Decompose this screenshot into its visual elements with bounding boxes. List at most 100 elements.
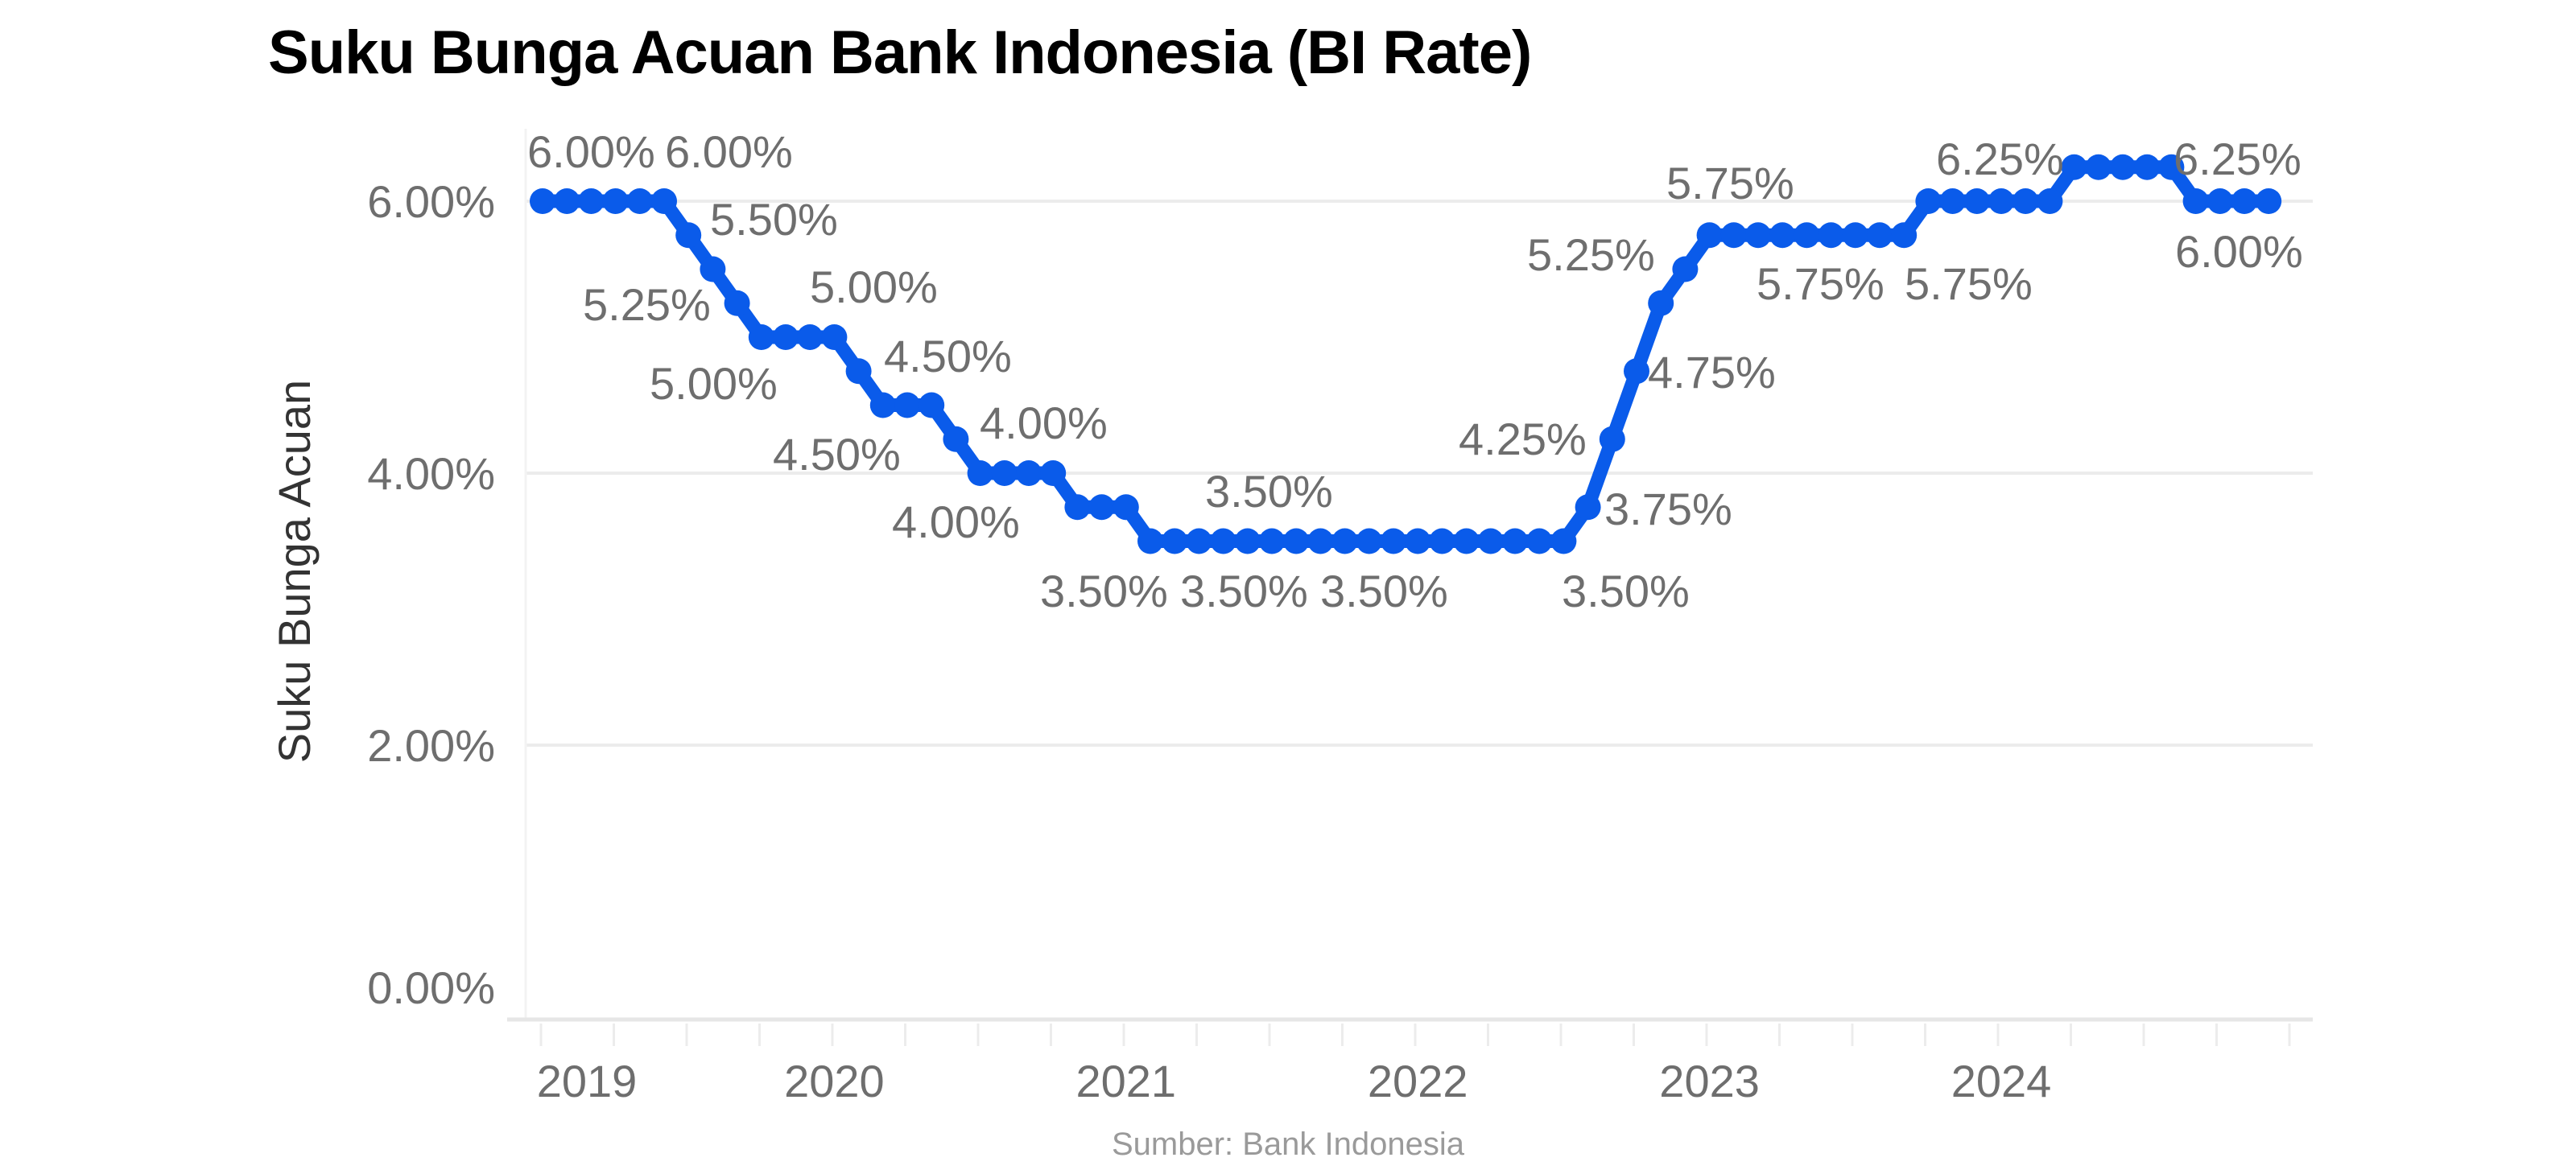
data-point: [1453, 528, 1480, 554]
data-point: [1745, 222, 1771, 249]
x-axis: 2019 2020 2021 2022 2023 2024: [537, 1024, 2291, 1106]
data-point: [554, 188, 580, 214]
data-point: [967, 460, 993, 486]
data-point: [1794, 222, 1820, 249]
data-point: [2158, 154, 2185, 180]
data-label: 6.00%: [527, 126, 655, 177]
data-point: [2085, 154, 2112, 180]
data-point: [1502, 528, 1528, 554]
data-label: 5.50%: [710, 194, 838, 245]
data-point: [626, 188, 653, 214]
data-point: [991, 460, 1018, 486]
source-note: Sumber: Bank Indonesia: [0, 1127, 2576, 1163]
y-tick-label: 6.00%: [367, 176, 495, 227]
y-axis: 0.00% 2.00% 4.00% 6.00%: [367, 176, 495, 1013]
data-label: 4.25%: [1459, 414, 1587, 464]
data-label: 6.00%: [665, 126, 793, 177]
data-point: [1088, 494, 1115, 521]
data-point: [1210, 528, 1236, 554]
data-point: [1696, 222, 1723, 249]
y-tick-label: 0.00%: [367, 962, 495, 1013]
data-point: [1915, 188, 1942, 214]
data-point: [724, 290, 750, 316]
data-label: 3.50%: [1040, 566, 1168, 616]
data-point: [845, 358, 872, 385]
data-point: [2182, 188, 2209, 214]
data-label: 3.50%: [1205, 466, 1333, 517]
data-point: [1939, 188, 1966, 214]
data-point: [578, 188, 605, 214]
source-text: Sumber: Bank Indonesia: [1111, 1127, 1465, 1162]
data-point: [700, 256, 726, 282]
data-point: [1381, 528, 1406, 554]
data-label: 6.25%: [2174, 134, 2301, 184]
data-labels: 6.00% 6.00%5.50%5.25% 5.00%5.00%4.50%4.50%…: [527, 126, 2303, 616]
data-label: 3.50%: [1562, 566, 1690, 616]
data-label: 4.50%: [773, 429, 901, 480]
data-point: [1769, 222, 1796, 249]
data-point: [2134, 154, 2161, 180]
data-point: [651, 188, 677, 214]
data-point: [2256, 188, 2282, 214]
data-label: 6.00%: [2175, 226, 2303, 277]
data-point: [1818, 222, 1844, 249]
data-label: 3.50%: [1180, 566, 1308, 616]
data-point: [675, 222, 702, 249]
data-label: 4.50%: [884, 331, 1012, 381]
data-point: [1648, 290, 1674, 316]
data-point: [1526, 528, 1553, 554]
data-point: [1429, 528, 1455, 554]
x-tick-label: 2024: [1951, 1056, 2052, 1106]
data-label: 6.25%: [1936, 134, 2064, 184]
data-point: [1137, 528, 1163, 554]
chart-title: Suku Bunga Acuan Bank Indonesia (BI Rate…: [268, 19, 1532, 87]
data-label: 4.00%: [892, 496, 1020, 547]
data-label: 4.00%: [980, 398, 1108, 448]
data-label: 5.75%: [1666, 158, 1794, 208]
y-tick-label: 4.00%: [367, 448, 495, 499]
data-point: [748, 324, 774, 350]
data-label: 5.75%: [1905, 258, 2033, 309]
data-point: [943, 426, 969, 452]
data-label: 3.50%: [1320, 566, 1448, 616]
data-point: [821, 324, 848, 350]
x-tick-label: 2020: [784, 1056, 885, 1106]
x-tick-label: 2021: [1076, 1056, 1177, 1106]
data-point: [1283, 528, 1310, 554]
data-point: [1331, 528, 1358, 554]
data-point: [1016, 460, 1042, 486]
data-point: [1113, 494, 1139, 521]
data-point: [1988, 188, 2014, 214]
data-point: [1720, 222, 1747, 249]
data-point-markers: [530, 154, 2282, 554]
y-tick-label: 2.00%: [367, 720, 495, 771]
data-point: [869, 392, 896, 418]
data-point: [1672, 256, 1699, 282]
data-point: [1842, 222, 1868, 249]
x-tick-label: 2022: [1368, 1056, 1468, 1106]
data-point: [2231, 188, 2257, 214]
data-point: [1477, 528, 1504, 554]
data-point: [1234, 528, 1261, 554]
data-point: [797, 324, 824, 350]
data-point: [1186, 528, 1212, 554]
data-point: [1307, 528, 1334, 554]
data-point: [1405, 528, 1431, 554]
data-point: [2110, 154, 2136, 180]
data-point: [1575, 494, 1601, 521]
data-label: 5.75%: [1757, 258, 1885, 309]
data-point: [530, 188, 555, 214]
data-point: [2013, 188, 2039, 214]
data-label: 3.75%: [1604, 484, 1732, 534]
data-point: [1599, 426, 1625, 452]
data-label: 5.00%: [810, 262, 938, 312]
data-label: 5.25%: [1527, 229, 1655, 280]
data-point: [602, 188, 629, 214]
data-point: [894, 392, 920, 418]
data-point: [1550, 528, 1577, 554]
data-point: [1259, 528, 1285, 554]
x-tick-label: 2023: [1659, 1056, 1760, 1106]
data-point: [2207, 188, 2233, 214]
data-point: [2037, 188, 2063, 214]
